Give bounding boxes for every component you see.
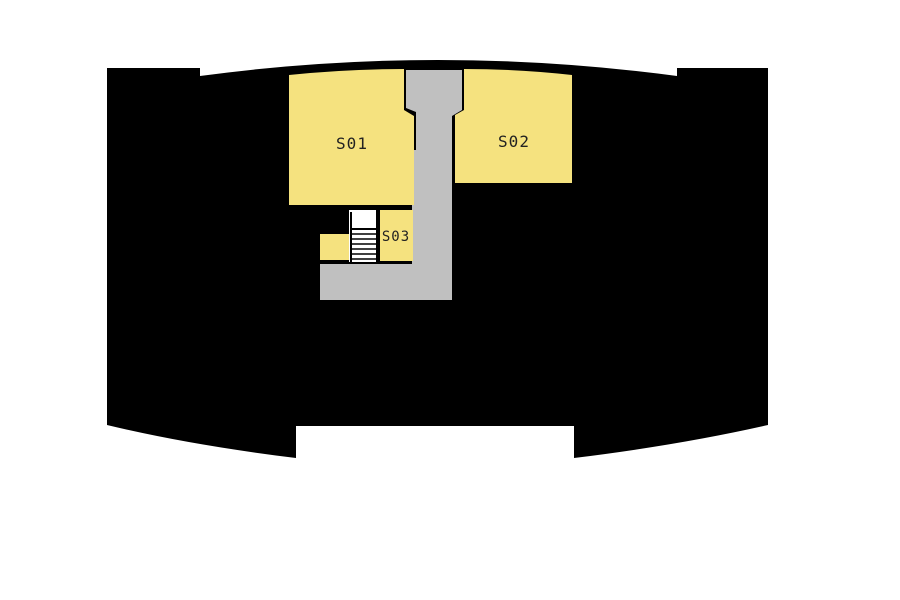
room-s03-label: S03: [382, 229, 410, 245]
small-room: [320, 234, 349, 260]
room-s02-label: S02: [498, 132, 530, 151]
stair: [349, 210, 377, 262]
room-s01[interactable]: [289, 69, 414, 205]
room-s03[interactable]: [380, 210, 413, 261]
corridor: [320, 70, 462, 300]
room-s01-label: S01: [336, 134, 368, 153]
room-s02[interactable]: [455, 69, 572, 183]
